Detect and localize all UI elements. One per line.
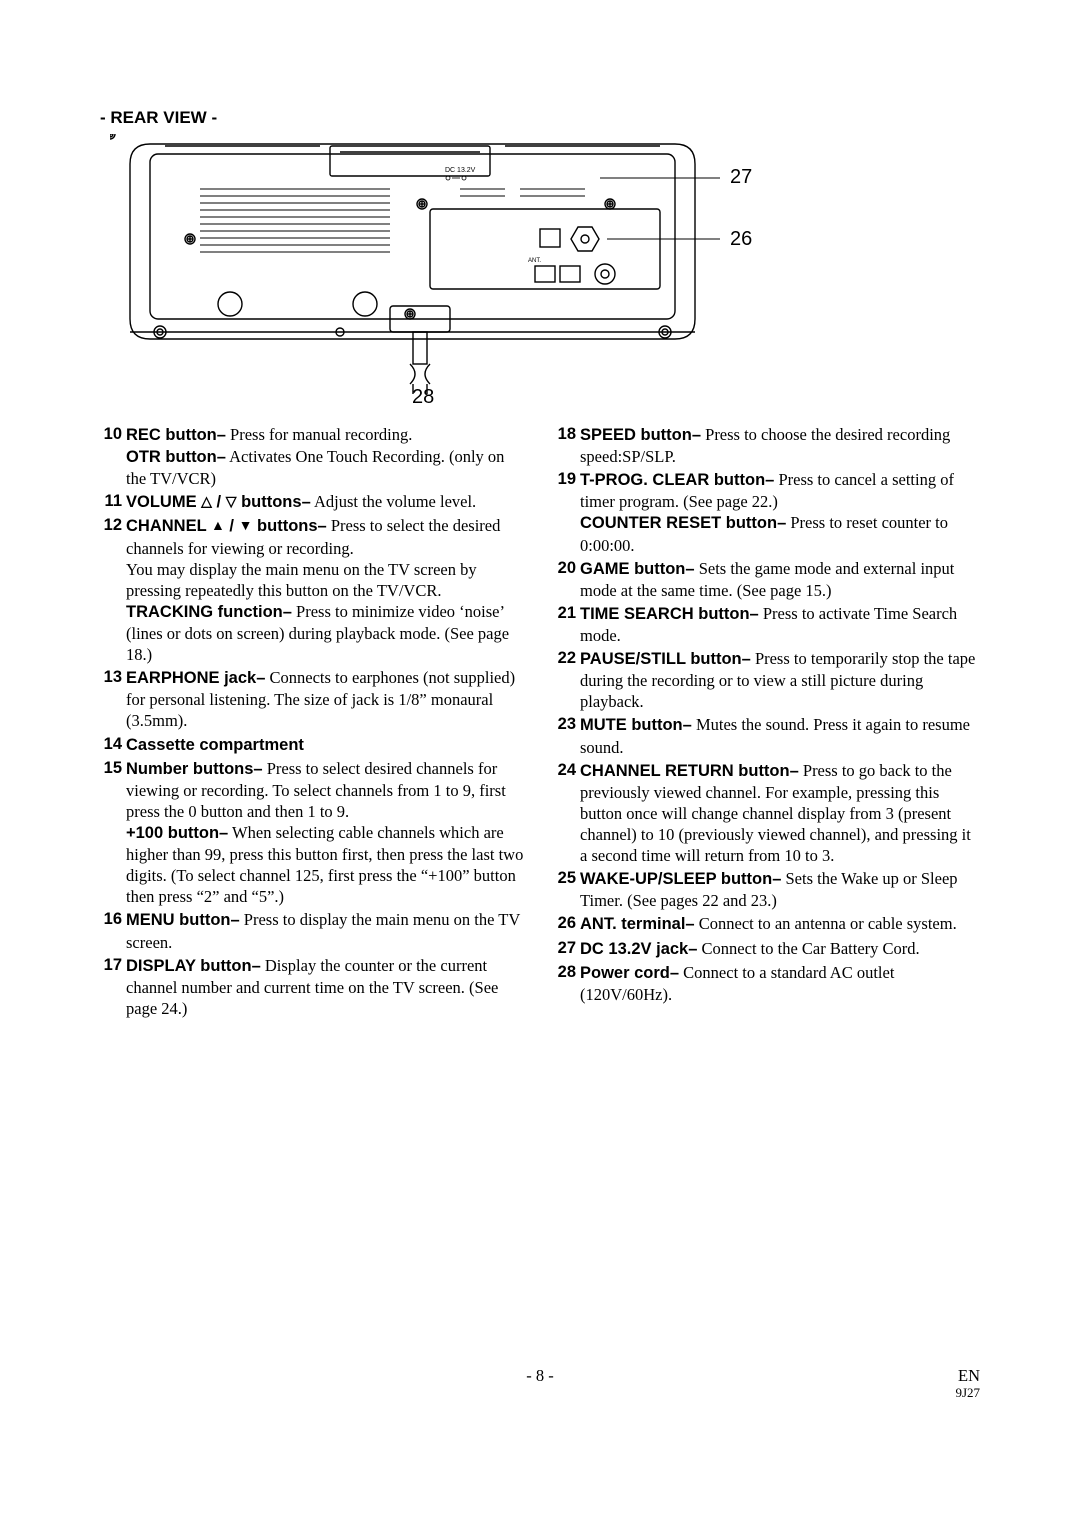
list-item: 22PAUSE/STILL button– Press to temporari…	[554, 648, 980, 712]
list-item: 19T-PROG. CLEAR button– Press to cancel …	[554, 469, 980, 555]
page-number: - 8 -	[100, 1366, 980, 1386]
list-item: 27DC 13.2V jack– Connect to the Car Batt…	[554, 938, 980, 960]
left-column: 10REC button– Press for manual recording…	[100, 424, 526, 1021]
item-line: TIME SEARCH button– Press to activate Ti…	[580, 603, 980, 646]
item-body: Power cord– Connect to a standard AC out…	[580, 962, 980, 1005]
rear-view-diagram-wrap: DC 13.2V ANT. 27 26 28	[110, 134, 970, 394]
item-number: 14	[100, 734, 126, 756]
item-number: 25	[554, 868, 580, 911]
item-number: 12	[100, 515, 126, 665]
item-number: 27	[554, 938, 580, 960]
item-line: TRACKING function– Press to minimize vid…	[126, 601, 526, 665]
list-item: 16MENU button– Press to display the main…	[100, 909, 526, 952]
item-number: 21	[554, 603, 580, 646]
item-number: 11	[100, 491, 126, 513]
item-body: GAME button– Sets the game mode and exte…	[580, 558, 980, 601]
item-body: VOLUME △ / ▽ buttons– Adjust the volume …	[126, 491, 526, 513]
item-line: GAME button– Sets the game mode and exte…	[580, 558, 980, 601]
item-number: 22	[554, 648, 580, 712]
list-item: 13EARPHONE jack– Connects to earphones (…	[100, 667, 526, 731]
list-item: 10REC button– Press for manual recording…	[100, 424, 526, 489]
list-item: 28Power cord– Connect to a standard AC o…	[554, 962, 980, 1005]
list-item: 23MUTE button– Mutes the sound. Press it…	[554, 714, 980, 757]
item-line: Number buttons– Press to select desired …	[126, 758, 526, 822]
page-footer: - 8 - EN 9J27	[100, 1366, 980, 1401]
item-body: SPEED button– Press to choose the desire…	[580, 424, 980, 467]
item-number: 28	[554, 962, 580, 1005]
item-body: TIME SEARCH button– Press to activate Ti…	[580, 603, 980, 646]
item-line: You may display the main menu on the TV …	[126, 559, 526, 601]
item-number: 17	[100, 955, 126, 1019]
item-line: REC button– Press for manual recording.	[126, 424, 526, 446]
item-body: PAUSE/STILL button– Press to temporarily…	[580, 648, 980, 712]
item-body: DC 13.2V jack– Connect to the Car Batter…	[580, 938, 980, 960]
item-line: ANT. terminal– Connect to an antenna or …	[580, 913, 980, 935]
item-body: REC button– Press for manual recording.O…	[126, 424, 526, 489]
footer-code: 9J27	[955, 1385, 980, 1401]
item-number: 19	[554, 469, 580, 555]
description-columns: 10REC button– Press for manual recording…	[100, 424, 980, 1021]
item-line: COUNTER RESET button– Press to reset cou…	[580, 512, 980, 555]
item-body: EARPHONE jack– Connects to earphones (no…	[126, 667, 526, 731]
item-line: WAKE-UP/SLEEP button– Sets the Wake up o…	[580, 868, 980, 911]
item-number: 16	[100, 909, 126, 952]
item-line: DC 13.2V jack– Connect to the Car Batter…	[580, 938, 980, 960]
list-item: 11VOLUME △ / ▽ buttons– Adjust the volum…	[100, 491, 526, 513]
item-line: CHANNEL RETURN button– Press to go back …	[580, 760, 980, 867]
item-line: MENU button– Press to display the main m…	[126, 909, 526, 952]
item-number: 10	[100, 424, 126, 489]
list-item: 25WAKE-UP/SLEEP button– Sets the Wake up…	[554, 868, 980, 911]
item-line: EARPHONE jack– Connects to earphones (no…	[126, 667, 526, 731]
item-line: CHANNEL ▲ / ▼ buttons– Press to select t…	[126, 515, 526, 558]
item-number: 24	[554, 760, 580, 867]
manual-page: - REAR VIEW -	[100, 108, 980, 1021]
right-column: 18SPEED button– Press to choose the desi…	[554, 424, 980, 1021]
item-body: DISPLAY button– Display the counter or t…	[126, 955, 526, 1019]
item-body: ANT. terminal– Connect to an antenna or …	[580, 913, 980, 935]
item-line: VOLUME △ / ▽ buttons– Adjust the volume …	[126, 491, 526, 513]
item-line: T-PROG. CLEAR button– Press to cancel a …	[580, 469, 980, 512]
list-item: 15Number buttons– Press to select desire…	[100, 758, 526, 908]
item-body: Cassette compartment	[126, 734, 526, 756]
item-body: T-PROG. CLEAR button– Press to cancel a …	[580, 469, 980, 555]
list-item: 17DISPLAY button– Display the counter or…	[100, 955, 526, 1019]
item-number: 23	[554, 714, 580, 757]
section-title: - REAR VIEW -	[100, 108, 980, 128]
dc-jack-label: DC 13.2V	[445, 167, 476, 174]
item-line: PAUSE/STILL button– Press to temporarily…	[580, 648, 980, 712]
item-body: MENU button– Press to display the main m…	[126, 909, 526, 952]
item-body: CHANNEL ▲ / ▼ buttons– Press to select t…	[126, 515, 526, 665]
item-number: 13	[100, 667, 126, 731]
callout-27: 27	[730, 166, 752, 189]
item-line: OTR button– Activates One Touch Recordin…	[126, 446, 526, 489]
list-item: 26ANT. terminal– Connect to an antenna o…	[554, 913, 980, 935]
list-item: 14Cassette compartment	[100, 734, 526, 756]
ant-label: ANT.	[528, 258, 541, 264]
item-line: Cassette compartment	[126, 734, 526, 756]
item-number: 15	[100, 758, 126, 908]
item-number: 26	[554, 913, 580, 935]
list-item: 24CHANNEL RETURN button– Press to go bac…	[554, 760, 980, 867]
item-line: +100 button– When selecting cable channe…	[126, 822, 526, 907]
item-number: 20	[554, 558, 580, 601]
item-body: MUTE button– Mutes the sound. Press it a…	[580, 714, 980, 757]
item-line: DISPLAY button– Display the counter or t…	[126, 955, 526, 1019]
item-body: WAKE-UP/SLEEP button– Sets the Wake up o…	[580, 868, 980, 911]
item-body: Number buttons– Press to select desired …	[126, 758, 526, 908]
item-line: SPEED button– Press to choose the desire…	[580, 424, 980, 467]
list-item: 21TIME SEARCH button– Press to activate …	[554, 603, 980, 646]
list-item: 12CHANNEL ▲ / ▼ buttons– Press to select…	[100, 515, 526, 665]
item-line: MUTE button– Mutes the sound. Press it a…	[580, 714, 980, 757]
item-line: Power cord– Connect to a standard AC out…	[580, 962, 980, 1005]
list-item: 20GAME button– Sets the game mode and ex…	[554, 558, 980, 601]
callout-28: 28	[412, 386, 434, 409]
item-body: CHANNEL RETURN button– Press to go back …	[580, 760, 980, 867]
list-item: 18SPEED button– Press to choose the desi…	[554, 424, 980, 467]
item-number: 18	[554, 424, 580, 467]
callout-26: 26	[730, 228, 752, 251]
